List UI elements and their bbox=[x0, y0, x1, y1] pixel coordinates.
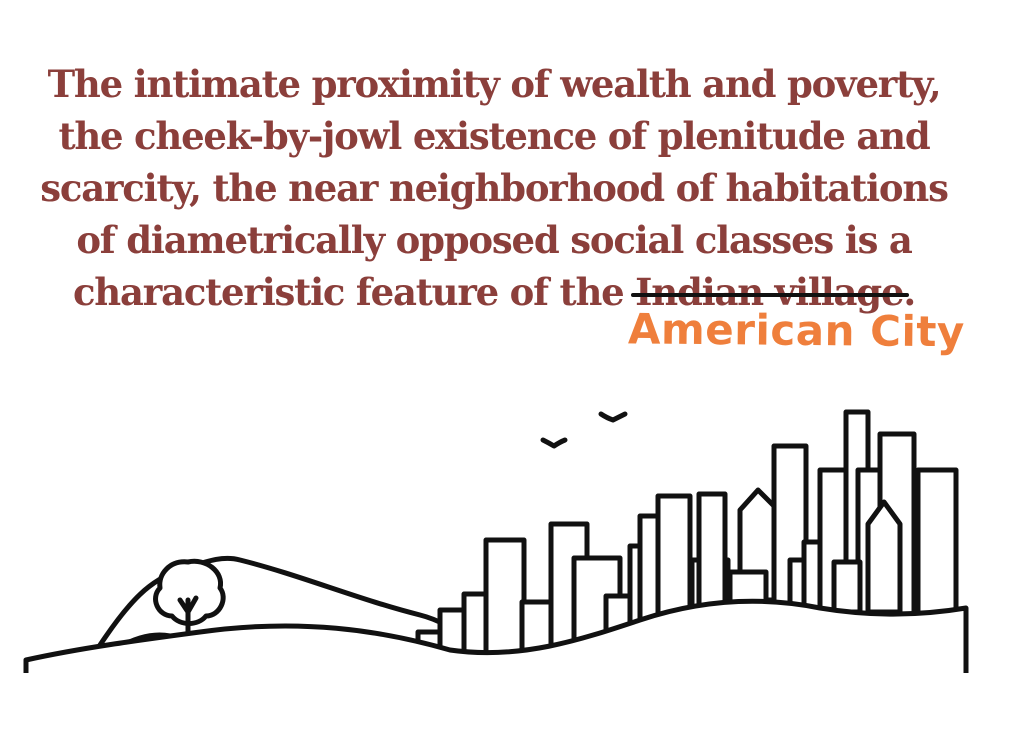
hill-icon bbox=[97, 555, 473, 648]
quote-text: The intimate proximity of wealth and pov… bbox=[20, 58, 968, 318]
quote-period: . bbox=[903, 270, 916, 314]
quote-main: The intimate proximity of wealth and pov… bbox=[40, 62, 949, 314]
city-landscape-illustration bbox=[0, 409, 1028, 680]
tree-icon bbox=[153, 558, 226, 643]
struck-phrase: Indian village bbox=[631, 266, 910, 318]
handwritten-replacement: American City bbox=[627, 304, 966, 357]
bird-icon bbox=[540, 411, 628, 449]
